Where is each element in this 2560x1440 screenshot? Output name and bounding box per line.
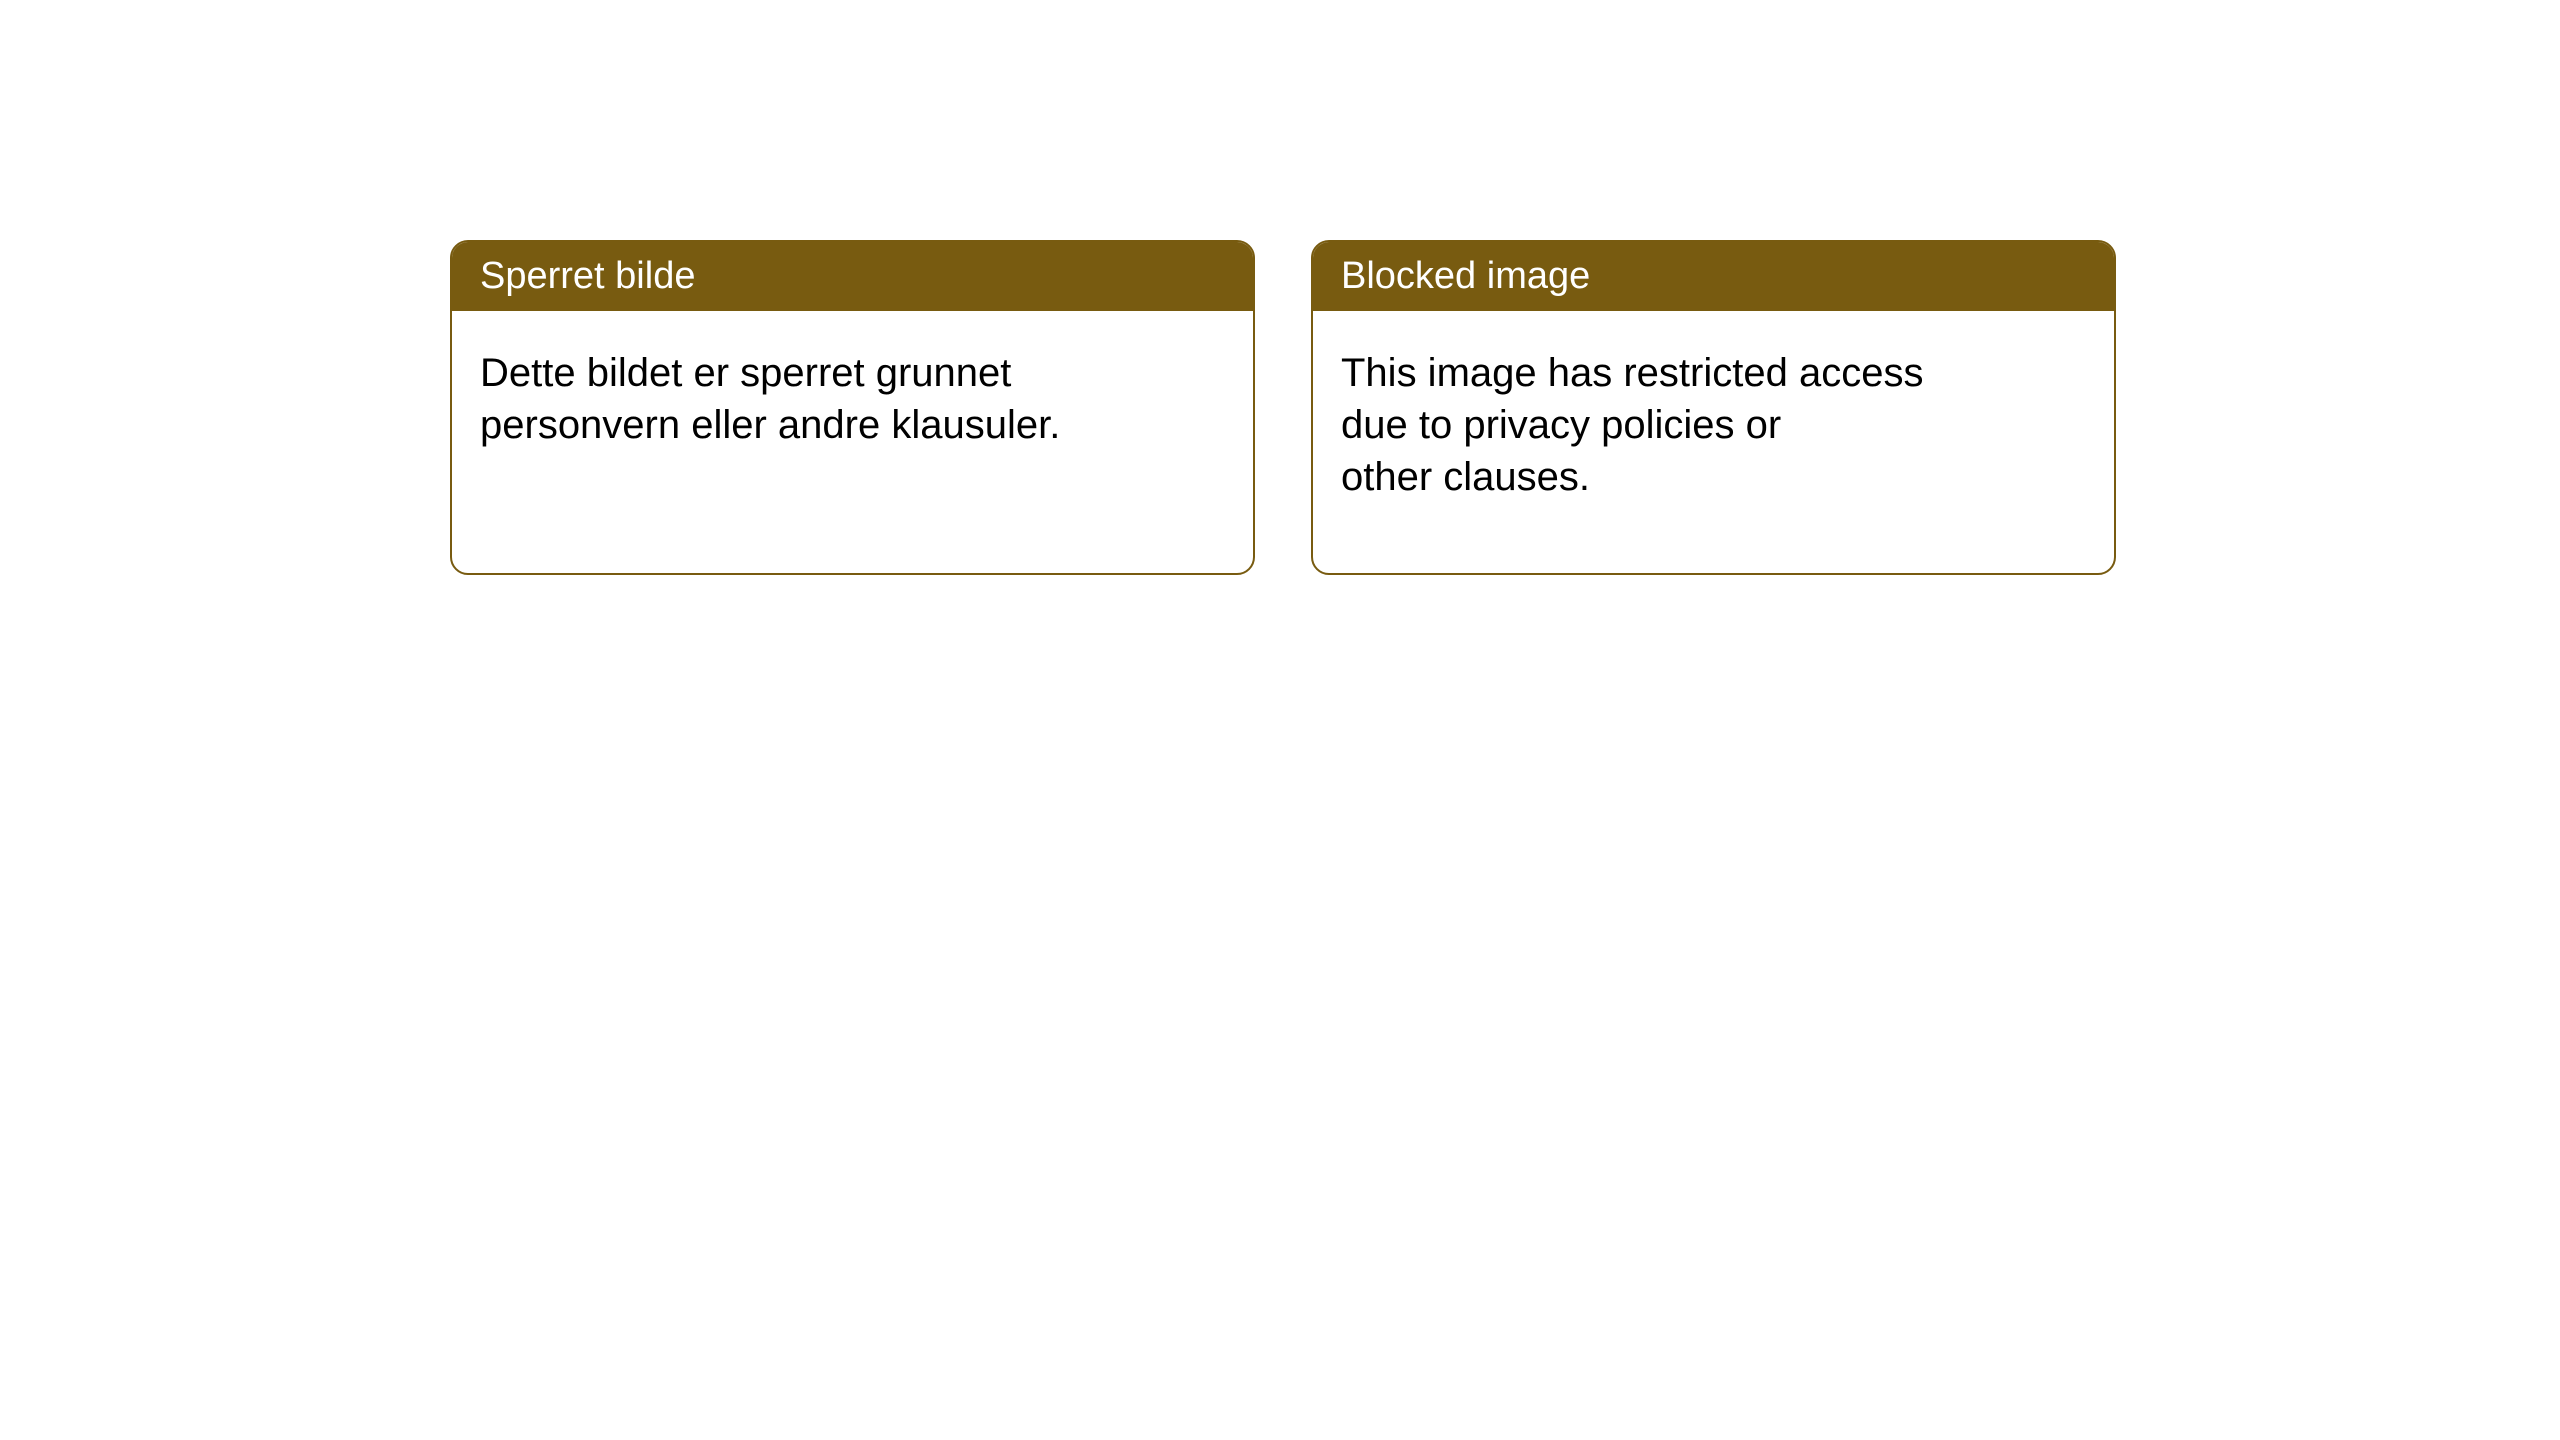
notice-card-english: Blocked image This image has restricted … [1311,240,2116,575]
notice-body: Dette bildet er sperret grunnet personve… [452,311,1253,487]
notice-header: Blocked image [1313,242,2114,311]
notice-container: Sperret bilde Dette bildet er sperret gr… [0,0,2560,575]
notice-card-norwegian: Sperret bilde Dette bildet er sperret gr… [450,240,1255,575]
notice-body: This image has restricted access due to … [1313,311,2114,539]
notice-header: Sperret bilde [452,242,1253,311]
